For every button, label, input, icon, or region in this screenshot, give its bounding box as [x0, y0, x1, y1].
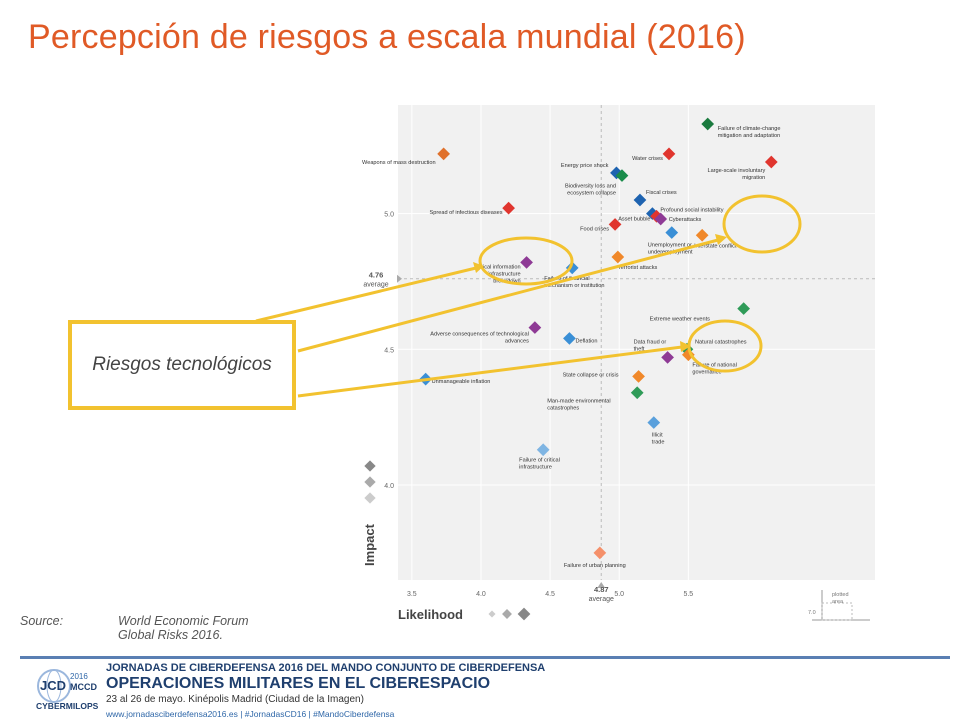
average-x-value: 4.87 — [594, 585, 609, 594]
y-axis-title: Impact — [362, 523, 377, 566]
point-label-spread-of-infectious-diseases: Spread of infectious diseases — [430, 210, 503, 216]
slide-title: Percepción de riesgos a escala mundial (… — [28, 18, 746, 56]
point-failure-of-urban-planning — [593, 546, 607, 560]
logo-jcd: JCD — [40, 678, 66, 693]
point-label-water-crises: Water crises — [632, 156, 663, 162]
likelihood-scale-diamond — [517, 607, 531, 621]
point-label-terrorist-attacks: Terrorist attacks — [618, 265, 658, 271]
x-axis-title: Likelihood — [398, 607, 463, 622]
source-line1: World Economic Forum — [118, 614, 249, 628]
point-label-unemployment-or-underemployment: Unemployment or underemployment — [648, 243, 693, 256]
point-label-interstate-conflict: Interstate conflict — [694, 243, 737, 249]
point-label-cyberattacks: Cyberattacks — [669, 217, 702, 223]
average-x-word: average — [589, 596, 614, 603]
impact-scale-diamond — [364, 476, 376, 488]
point-label-weapons-of-mass-destruction: Weapons of mass destruction — [362, 160, 436, 166]
point-large-scale-involuntary-migration — [764, 155, 778, 169]
point-label-fiscal-crises: Fiscal crises — [646, 190, 677, 196]
impact-scale-diamond — [364, 492, 376, 504]
point-label-deflation: Deflation — [575, 338, 597, 344]
footer-line1: JORNADAS DE CIBERDEFENSA 2016 DEL MANDO … — [106, 662, 546, 674]
jcd-logo: JCD 2016 MCCD CYBERMILOPS — [36, 669, 99, 711]
point-label-unmanageable-inflation: Unmanageable inflation — [432, 379, 491, 385]
point-label-asset-bubble: Asset bubble — [618, 216, 650, 222]
point-fiscal-crises — [633, 193, 647, 207]
point-label-failure-of-urban-planning: Failure of urban planning — [564, 563, 626, 569]
point-label-failure-of-climate-change-mitigation-and-adaptation: Failure of climate-change mitigation and … — [718, 126, 781, 139]
point-interstate-conflict — [695, 228, 709, 242]
logo-year: 2016 — [70, 672, 88, 681]
point-label-food-crises: Food crises — [580, 226, 609, 232]
logo-mccd: MCCD — [70, 682, 97, 692]
x-tick-label: 5.5 — [683, 591, 693, 598]
point-label-failure-of-critical-infrastructure: Failure of critical infrastructure — [519, 458, 560, 471]
point-label-man-made-environmental-catastrophes: Man-made environmental catastrophes — [547, 399, 610, 412]
point-cyberattacks — [654, 212, 668, 226]
likelihood-scale-diamond — [488, 610, 496, 618]
legend-label-1: plotted — [832, 592, 849, 598]
risk-chart: 3.5 4.0 4.5 5.0 5.5 4.0 4.5 5.0 4.87 average 4.76 a… — [360, 100, 880, 625]
logo-cybermilops: CYBERMILOPS — [36, 701, 99, 711]
average-y-value: 4.76 — [369, 271, 384, 280]
x-tick-label: 4.5 — [545, 591, 555, 598]
x-tick-label: 5.0 — [614, 591, 624, 598]
source-line2: Global Risks 2016. — [118, 628, 223, 642]
point-label-biodiversity-loss-and-ecosystem-collapse: Biodiversity loss and ecosystem collapse — [565, 184, 616, 197]
source-block: Source: World Economic Forum Global Risk… — [20, 614, 249, 642]
impact-scale-diamond — [364, 460, 376, 472]
point-label-natural-catastrophes: Natural catastrophes — [695, 339, 747, 345]
footer-banner: JCD 2016 MCCD CYBERMILOPS JORNADAS DE CI… — [20, 662, 950, 719]
point-failure-of-critical-infrastructure — [536, 443, 550, 457]
y-tick-label: 5.0 — [384, 212, 394, 219]
point-label-large-scale-involuntary-migration: Large-scale involuntary migration — [707, 168, 765, 181]
point-illicit-trade — [647, 416, 661, 429]
footer-line2: OPERACIONES MILITARES EN EL CIBERESPACIO — [106, 675, 491, 692]
footer-line4[interactable]: www.jornadasciberdefensa2016.es | #Jorna… — [106, 709, 395, 719]
y-tick-label: 4.5 — [384, 347, 394, 354]
x-tick-label: 4.0 — [476, 591, 486, 598]
footer-text: JORNADAS DE CIBERDEFENSA 2016 DEL MANDO … — [106, 662, 545, 719]
point-label-profound-social-instability: Profound social instability — [660, 208, 723, 214]
legend-label-2: area — [832, 599, 844, 605]
risk-scatter-plot: 3.5 4.0 4.5 5.0 5.5 4.0 4.5 5.0 4.87 average 4.76 a… — [362, 105, 875, 622]
legend-plotted-box — [821, 602, 853, 621]
point-label-extreme-weather-events: Extreme weather events — [650, 317, 711, 323]
callout-label: Riesgos tecnológicos — [92, 354, 272, 375]
point-label-energy-price-shock: Energy price shock — [561, 163, 609, 169]
footer-line3: 23 al 26 de mayo. Kinépolis Madrid (Ciud… — [106, 694, 364, 705]
point-label-state-collapse-or-crisis: State collapse or crisis — [563, 372, 619, 378]
point-food-crises — [608, 218, 622, 231]
callout-box: Riesgos tecnológicos — [68, 320, 296, 410]
x-tick-label: 3.5 — [407, 591, 417, 598]
source-label: Source: — [20, 614, 64, 628]
y-tick-label: 4.0 — [384, 483, 394, 490]
footer-rule — [20, 656, 950, 659]
likelihood-scale-diamond — [502, 609, 512, 619]
point-label-illicit-trade: Illicit trade — [652, 433, 665, 446]
legend-value: 7.0 — [808, 610, 816, 616]
average-x-marker — [597, 582, 606, 588]
average-y-word: average — [363, 282, 388, 289]
